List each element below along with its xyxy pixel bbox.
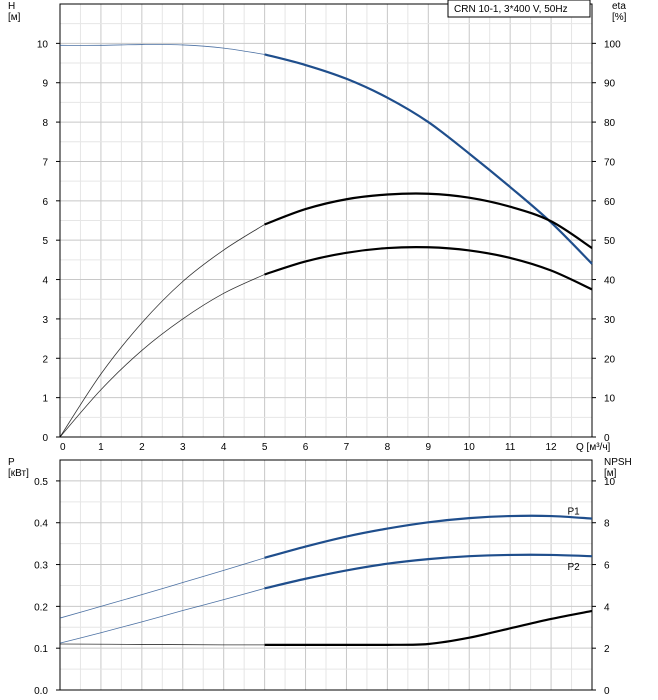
- y2-tick-label: 10: [604, 477, 616, 488]
- x-tick-label: 1: [98, 442, 104, 453]
- y2-axis-label: eta: [612, 1, 626, 12]
- y2-tick-label: 50: [604, 236, 616, 247]
- y2-tick-label: 0: [604, 686, 610, 697]
- power-curve-p1: [264, 514, 593, 559]
- head-curve: [264, 53, 593, 265]
- y2-axis-label: [%]: [612, 12, 627, 23]
- y-tick-label: 7: [42, 157, 48, 168]
- curves: [59, 44, 593, 647]
- y2-tick-label: 100: [604, 39, 621, 50]
- power-curve-p2: [264, 553, 593, 590]
- y2-tick-label: 10: [604, 394, 616, 405]
- efficiency-curve: [264, 245, 593, 291]
- top-plot-frame: [59, 3, 593, 438]
- head-curve-extrapolated: [59, 44, 265, 55]
- y-tick-label: 0.0: [34, 686, 48, 697]
- y-tick-label: 1: [42, 394, 48, 405]
- top-chart-grid: [59, 3, 593, 438]
- x-tick-label: 6: [303, 442, 309, 453]
- axis-labels: CRN 10-1, 3*400 V, 50HzH[м]eta[%]P[кВт]N…: [8, 0, 632, 573]
- bottom-plot-frame: [59, 459, 593, 691]
- y-tick-label: 6: [42, 197, 48, 208]
- y2-tick-label: 70: [604, 157, 616, 168]
- y-tick-label: 0.3: [34, 561, 48, 572]
- y-tick-label: 0: [42, 433, 48, 444]
- efficiency-curve-extrapolated: [59, 224, 265, 438]
- y2-tick-label: 30: [604, 315, 616, 326]
- y-tick-label: 0.2: [34, 602, 48, 613]
- y2-tick-label: 4: [604, 602, 610, 613]
- x-tick-label: 0: [60, 442, 66, 453]
- y2-tick-label: 40: [604, 276, 616, 287]
- y-tick-label: 0.5: [34, 477, 48, 488]
- efficiency-curve-extrapolated: [59, 274, 265, 438]
- plot-frames: [59, 3, 593, 691]
- x-tick-label: 8: [385, 442, 391, 453]
- y2-axis-label: NPSH: [604, 457, 632, 468]
- y2-tick-label: 0: [604, 433, 610, 444]
- y2-tick-label: 90: [604, 79, 616, 90]
- y-axis-label: [м]: [8, 12, 21, 23]
- power-curve-p1-extrapolated: [59, 557, 265, 619]
- y-axis-label: H: [8, 1, 15, 12]
- x-axis-label: Q [м³/ч]: [576, 442, 611, 453]
- title-box: [447, 0, 591, 18]
- y-tick-label: 8: [42, 118, 48, 129]
- npsh-curve-extrapolated: [59, 643, 265, 646]
- y-tick-label: 0.4: [34, 519, 48, 530]
- y2-tick-label: 8: [604, 519, 610, 530]
- x-tick-label: 5: [262, 442, 268, 453]
- series-label-p2: P2: [567, 562, 580, 573]
- x-tick-label: 12: [546, 442, 558, 453]
- y-tick-label: 4: [42, 276, 48, 287]
- npsh-curve: [264, 609, 593, 647]
- efficiency-curve: [264, 192, 593, 249]
- y-tick-label: 9: [42, 79, 48, 90]
- y2-tick-label: 20: [604, 354, 616, 365]
- y-axis-label: P: [8, 457, 15, 468]
- y-axis-label: [кВт]: [8, 468, 29, 479]
- y2-axis-label: [м]: [604, 468, 617, 479]
- x-tick-label: 2: [139, 442, 145, 453]
- x-tick-label: 10: [464, 442, 476, 453]
- x-tick-label: 3: [180, 442, 186, 453]
- y2-tick-label: 2: [604, 644, 610, 655]
- chart-title: CRN 10-1, 3*400 V, 50Hz: [454, 4, 568, 15]
- x-tick-label: 4: [221, 442, 227, 453]
- series-label-p1: P1: [567, 507, 580, 518]
- x-tick-label: 9: [426, 442, 432, 453]
- y2-tick-label: 6: [604, 561, 610, 572]
- y-tick-label: 2: [42, 354, 48, 365]
- y-tick-label: 10: [37, 39, 49, 50]
- y-tick-label: 5: [42, 236, 48, 247]
- x-tick-label: 11: [505, 442, 516, 453]
- y2-tick-label: 80: [604, 118, 616, 129]
- y-tick-label: 3: [42, 315, 48, 326]
- y-tick-label: 0.1: [34, 644, 48, 655]
- power-curve-p2-extrapolated: [59, 587, 265, 644]
- x-tick-label: 7: [344, 442, 350, 453]
- y2-tick-label: 60: [604, 197, 616, 208]
